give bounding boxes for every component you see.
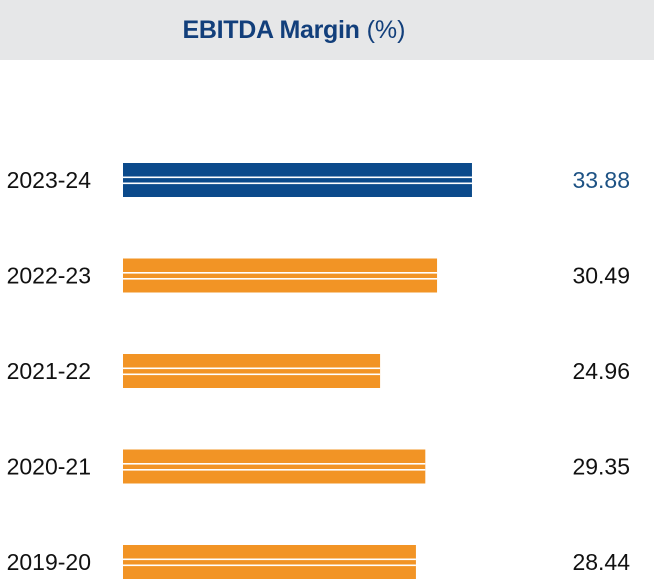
- bar-fill: [123, 449, 426, 484]
- bar-fill: [123, 163, 472, 197]
- bar: [123, 258, 438, 293]
- category-label: 2019-20: [7, 549, 91, 575]
- bar-stripe: [123, 469, 426, 471]
- bar-stripe: [123, 182, 472, 185]
- value-label: 29.35: [572, 454, 630, 480]
- chart-title-unit: (%): [366, 16, 406, 44]
- bar-stripe: [123, 278, 438, 280]
- title-bar: [0, 0, 654, 60]
- bar: [123, 354, 381, 388]
- chart-title: EBITDA Margin (%): [0, 12, 588, 48]
- bar-stripe: [123, 463, 426, 465]
- bar-stripe: [123, 558, 416, 561]
- bar-stripe: [123, 272, 438, 274]
- bar-fill: [123, 545, 416, 579]
- value-label: 28.44: [572, 549, 630, 575]
- bar: [123, 449, 426, 484]
- chart-title-main: EBITDA Margin: [182, 16, 360, 44]
- bar-fill: [123, 354, 381, 388]
- bar-highlight: [123, 163, 472, 197]
- value-label: 30.49: [572, 263, 630, 289]
- bar-stripe: [123, 564, 416, 567]
- value-label: 24.96: [572, 358, 630, 384]
- category-label: 2020-21: [7, 454, 91, 480]
- bar-stripe: [123, 373, 381, 376]
- bar: [123, 545, 416, 579]
- category-label: 2022-23: [7, 263, 91, 289]
- bar-fill: [123, 258, 438, 293]
- value-label: 33.88: [572, 167, 630, 193]
- category-label: 2021-22: [7, 358, 91, 384]
- bar-stripe: [123, 176, 472, 179]
- category-label: 2023-24: [7, 167, 92, 193]
- bar-stripe: [123, 367, 381, 370]
